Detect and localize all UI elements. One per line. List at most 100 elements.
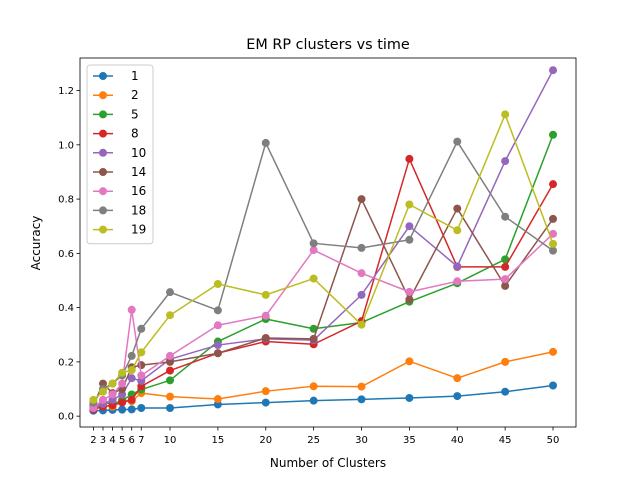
- data-point: [166, 288, 175, 297]
- data-point: [137, 404, 146, 413]
- data-point: [261, 334, 270, 343]
- data-point: [261, 311, 270, 320]
- data-point: [127, 351, 136, 360]
- data-point: [98, 387, 107, 396]
- legend-entry: 8: [93, 127, 139, 141]
- data-point: [213, 306, 222, 315]
- data-point: [501, 212, 510, 221]
- data-point: [213, 395, 222, 404]
- data-point: [309, 274, 318, 283]
- legend-marker: [99, 129, 107, 138]
- data-point: [137, 324, 146, 333]
- legend-label: 5: [131, 107, 139, 121]
- legend-label: 18: [131, 203, 146, 217]
- legend-marker: [99, 91, 107, 100]
- chart-title: EM RP clusters vs time: [246, 37, 410, 53]
- legend-entry: 18: [93, 203, 146, 217]
- data-point: [213, 321, 222, 330]
- data-point: [357, 395, 366, 404]
- legend-marker: [99, 187, 107, 196]
- legend-entry: 2: [93, 88, 139, 102]
- series-line: [92, 113, 554, 401]
- data-point: [549, 246, 558, 255]
- data-point: [166, 311, 175, 320]
- data-point: [261, 398, 270, 407]
- data-point: [127, 395, 136, 404]
- data-point: [453, 374, 462, 383]
- data-point: [549, 180, 558, 189]
- data-point: [549, 130, 558, 139]
- legend-label: 8: [131, 127, 139, 141]
- plot-frame: [79, 57, 577, 428]
- legend-entry: 19: [93, 223, 146, 237]
- data-point: [357, 195, 366, 204]
- data-point: [137, 361, 146, 370]
- data-point: [501, 275, 510, 284]
- legend-label: 14: [131, 165, 146, 179]
- data-point: [309, 382, 318, 391]
- data-point: [405, 154, 414, 163]
- data-point: [405, 200, 414, 209]
- series-line: [93, 384, 554, 412]
- x-tick-label: 6: [129, 435, 135, 446]
- series-14: [89, 195, 558, 410]
- data-point: [309, 239, 318, 248]
- legend-marker: [99, 72, 107, 80]
- data-point: [213, 280, 222, 289]
- data-point: [549, 239, 558, 248]
- data-point: [213, 341, 222, 350]
- x-tick-label: 5: [119, 435, 125, 446]
- data-point: [118, 368, 127, 377]
- data-point: [166, 351, 175, 360]
- data-point: [118, 379, 127, 388]
- legend-label: 19: [131, 223, 146, 237]
- x-tick-label: 20: [259, 435, 272, 446]
- data-point: [118, 405, 127, 414]
- data-point: [166, 392, 175, 401]
- data-point: [453, 277, 462, 286]
- legend: 1 2 5 8 10 14 16 18 19: [86, 64, 154, 245]
- x-tick-label: 10: [164, 435, 177, 446]
- y-tick-label: 0.2: [58, 357, 74, 368]
- data-point: [357, 269, 366, 278]
- x-tick-label: 3: [100, 435, 106, 446]
- data-point: [501, 387, 510, 396]
- series-line: [92, 233, 554, 409]
- legend-entry: 14: [93, 165, 146, 179]
- legend-label: 16: [131, 184, 146, 198]
- data-point: [127, 405, 136, 414]
- series-line: [93, 69, 554, 409]
- data-point: [166, 404, 175, 413]
- data-point: [405, 287, 414, 296]
- data-point: [453, 204, 462, 213]
- data-point: [501, 262, 510, 271]
- data-point: [453, 137, 462, 146]
- y-tick-label: 0.6: [58, 249, 74, 260]
- data-point: [405, 295, 414, 304]
- axis-ticks: 2 3 4 5 6 7 10 15 20 25 30 35 40 45 500.00.20.40.60.81…: [58, 86, 559, 446]
- x-tick-label: 2: [90, 435, 96, 446]
- series-2: [89, 347, 558, 413]
- data-point: [501, 357, 510, 366]
- data-point: [166, 366, 175, 375]
- data-point: [166, 357, 175, 366]
- data-point: [309, 246, 318, 255]
- data-point: [309, 396, 318, 405]
- x-tick-label: 35: [403, 435, 416, 446]
- y-tick-label: 0.8: [58, 195, 74, 206]
- data-point: [453, 392, 462, 401]
- x-tick-label: 45: [499, 435, 512, 446]
- legend-marker: [99, 148, 107, 157]
- data-point: [405, 222, 414, 231]
- data-point: [98, 395, 107, 404]
- legend-marker: [99, 225, 107, 234]
- data-point: [357, 320, 366, 329]
- series-16: [89, 229, 558, 413]
- data-point: [453, 226, 462, 235]
- data-point: [108, 379, 117, 388]
- data-point: [166, 376, 175, 385]
- data-point: [108, 390, 117, 399]
- series-10: [89, 66, 558, 413]
- data-point: [213, 349, 222, 358]
